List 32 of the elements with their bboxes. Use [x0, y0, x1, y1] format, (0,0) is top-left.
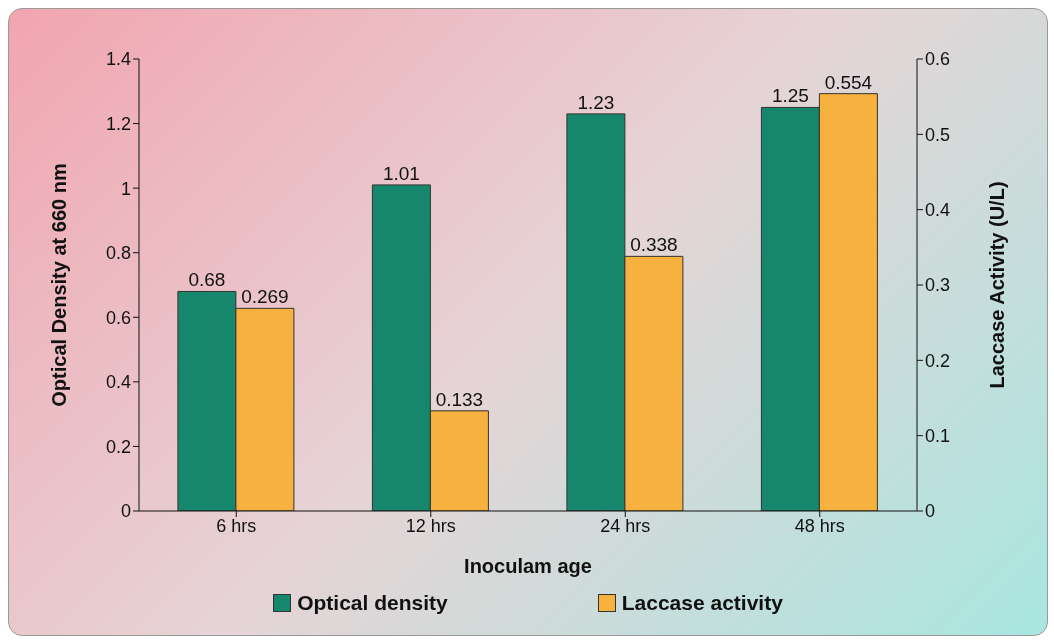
y2-tick-label: 0.4	[925, 200, 951, 221]
legend-label: Laccase activity	[621, 591, 783, 615]
y-axis-title: Optical Density at 660 nm	[48, 163, 71, 407]
y-tick-label: 1.4	[105, 49, 131, 70]
data-label: 0.269	[241, 286, 289, 308]
y-tick-label: 1	[120, 178, 131, 199]
x-tick-label: 24 hrs	[600, 515, 651, 536]
y2-tick-label: 0.2	[925, 350, 951, 371]
data-label: 0.68	[188, 269, 226, 291]
x-tick-label: 12 hrs	[405, 515, 456, 536]
y-tick-label: 1.2	[105, 113, 131, 134]
y2-tick-label: 0.3	[925, 275, 951, 296]
data-label: 0.133	[435, 388, 484, 410]
x-tick-label: 6 hrs	[216, 515, 257, 536]
data-label: 1.01	[382, 162, 420, 184]
x-axis-title: Inoculam age	[464, 555, 592, 577]
y-tick-label: 0.8	[105, 243, 131, 264]
data-label: 0.338	[630, 234, 678, 256]
y2-tick-label: 0.5	[925, 124, 951, 145]
y-tick-label: 0.2	[105, 436, 131, 457]
y2-axis-title: Laccase Activity (U/L)	[986, 181, 1009, 389]
y-tick-label: 0.4	[105, 372, 131, 393]
y2-tick-label: 0.1	[925, 426, 951, 447]
legend-label: Optical density	[297, 591, 448, 615]
y-tick-label: 0.6	[105, 307, 131, 328]
y-tick-label: 0	[120, 501, 131, 522]
y2-tick-label: 0.6	[925, 49, 951, 70]
y2-tick-label: 0	[925, 501, 936, 522]
data-label: 1.23	[577, 91, 615, 113]
data-label: 1.25	[771, 85, 809, 107]
data-label: 0.554	[824, 71, 873, 93]
x-tick-label: 48 hrs	[794, 515, 845, 536]
